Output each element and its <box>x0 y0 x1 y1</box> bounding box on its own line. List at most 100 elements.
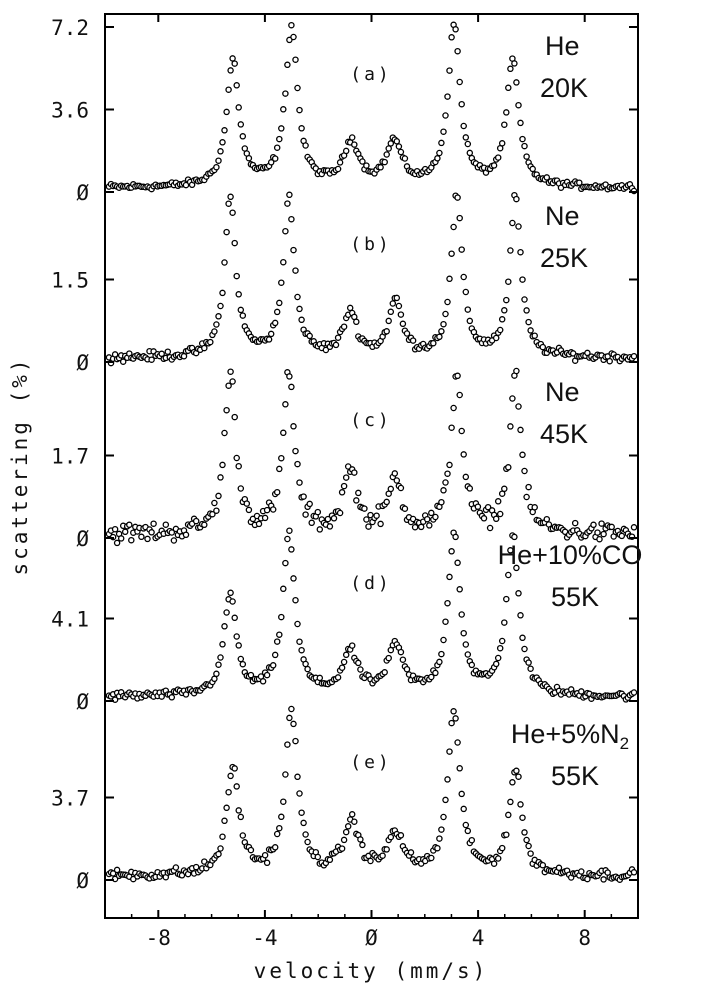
data-point <box>383 328 390 335</box>
data-point <box>505 811 512 819</box>
data-point <box>276 299 283 307</box>
data-point <box>517 612 524 619</box>
y-tick-label: Ø <box>76 181 89 205</box>
data-point <box>438 328 445 335</box>
data-point <box>144 535 151 543</box>
data-point <box>296 305 303 313</box>
data-point <box>438 650 445 658</box>
data-point <box>344 823 352 830</box>
data-point <box>233 633 240 640</box>
data-point <box>302 511 309 518</box>
data-point <box>513 564 520 572</box>
data-point <box>314 508 322 516</box>
data-point <box>515 101 522 109</box>
panel-label: (c) <box>350 410 392 431</box>
data-point <box>225 200 232 207</box>
data-point <box>515 590 522 597</box>
data-point <box>430 339 437 347</box>
data-point <box>517 801 524 808</box>
data-point <box>509 779 516 786</box>
data-point <box>521 829 528 836</box>
data-point <box>527 850 534 857</box>
data-point <box>316 526 324 533</box>
data-point <box>168 694 176 701</box>
data-point <box>460 629 467 637</box>
data-point <box>170 537 178 544</box>
data-point <box>490 162 498 169</box>
data-point <box>494 855 502 862</box>
data-point <box>462 134 470 141</box>
data-point <box>288 383 295 391</box>
data-point <box>381 669 388 676</box>
data-point <box>359 841 366 849</box>
data-point <box>387 833 395 841</box>
x-tick-label: Ø <box>365 926 378 950</box>
y-tick-label: 1.7 <box>51 445 89 469</box>
data-point <box>474 503 482 510</box>
data-point <box>219 289 226 297</box>
data-point <box>494 654 502 662</box>
y-tick-label: Ø <box>76 527 89 551</box>
data-point <box>385 145 392 152</box>
data-point <box>381 158 388 166</box>
data-point <box>466 485 474 492</box>
data-point <box>278 813 285 821</box>
y-tick-label: 3.7 <box>51 787 89 811</box>
data-point <box>440 128 447 135</box>
data-point <box>148 529 155 536</box>
data-point <box>432 513 439 521</box>
data-point <box>233 82 240 89</box>
data-point <box>235 104 242 111</box>
data-point <box>201 344 208 352</box>
data-point <box>128 536 135 544</box>
data-point <box>273 308 281 316</box>
data-point <box>466 149 474 157</box>
data-point <box>452 533 459 541</box>
data-point <box>209 510 216 518</box>
data-point <box>213 670 220 678</box>
data-point <box>399 320 407 328</box>
data-point <box>363 162 370 169</box>
data-point <box>263 671 271 679</box>
data-point <box>387 485 395 493</box>
data-point <box>217 302 224 310</box>
data-point <box>227 368 234 375</box>
data-point <box>456 78 463 86</box>
data-point <box>458 427 465 435</box>
data-point <box>288 705 295 713</box>
data-point <box>273 488 281 496</box>
data-point <box>286 714 293 722</box>
data-point <box>373 512 380 519</box>
data-point <box>353 318 360 326</box>
data-point <box>539 861 547 869</box>
data-point <box>600 530 607 538</box>
data-point <box>411 523 419 531</box>
data-point <box>298 646 305 654</box>
data-point <box>521 467 528 475</box>
data-point <box>227 67 234 74</box>
data-point <box>519 276 526 283</box>
data-point <box>417 523 425 531</box>
data-point <box>348 642 356 649</box>
data-point <box>227 589 234 597</box>
data-point <box>231 239 238 247</box>
data-point <box>423 515 431 523</box>
data-point <box>273 830 281 838</box>
y-axis-title: scattering (%) <box>8 356 32 575</box>
data-point <box>223 804 230 812</box>
data-point <box>225 86 232 93</box>
data-point <box>213 321 220 328</box>
data-point <box>440 636 447 644</box>
data-point <box>304 665 311 673</box>
data-point <box>448 250 455 257</box>
data-point <box>452 715 459 722</box>
data-point <box>517 119 524 127</box>
data-point <box>397 832 405 839</box>
data-point <box>296 479 303 486</box>
data-point <box>391 470 399 477</box>
data-point <box>505 571 512 579</box>
data-point <box>492 660 500 668</box>
data-point <box>444 599 451 607</box>
data-point <box>150 520 157 527</box>
data-point <box>442 796 449 804</box>
